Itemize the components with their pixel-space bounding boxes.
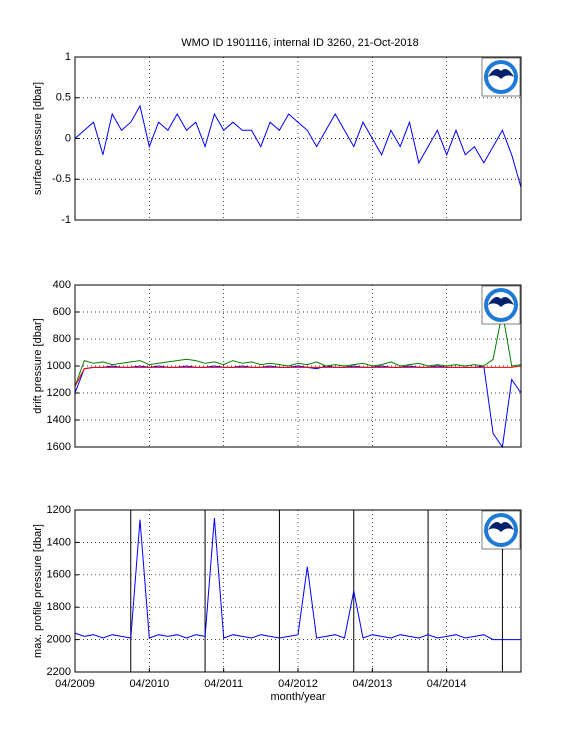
y-tick-label: -0.5: [52, 173, 71, 185]
y-tick-label: 1: [65, 51, 71, 63]
y-axis-label: drift pressure [dbar]: [32, 318, 44, 413]
y-tick-label: 1600: [47, 569, 71, 581]
y-tick-label: 2000: [47, 634, 71, 646]
chart-title: WMO ID 1901116, internal ID 3260, 21-Oct…: [181, 37, 418, 49]
logo-bird: [488, 297, 514, 307]
y-tick-label: 1200: [47, 504, 71, 516]
y-tick-label: -1: [61, 214, 71, 226]
y-axis-label: max. profile pressure [dbar]: [32, 524, 44, 658]
logo-bird: [488, 522, 514, 532]
x-tick-label: 04/2012: [278, 678, 318, 690]
y-tick-label: 1000: [47, 360, 71, 372]
noaa-logo: [481, 510, 521, 550]
series-line: [74, 104, 522, 188]
series-line: [74, 365, 522, 387]
x-tick-label: 04/2011: [204, 678, 243, 690]
y-tick-label: 2200: [47, 666, 71, 678]
y-tick-label: 800: [53, 333, 71, 345]
series-line: [74, 518, 521, 641]
y-tick-label: 0.5: [56, 92, 71, 104]
noaa-logo: [481, 57, 521, 97]
y-tick-label: 1600: [47, 441, 71, 453]
y-tick-label: 400: [53, 279, 71, 291]
axes-box: [74, 284, 522, 448]
logo-bird: [488, 69, 514, 79]
y-tick-label: 1200: [47, 387, 71, 399]
x-tick-label: 04/2009: [55, 678, 95, 690]
y-tick-label: 1400: [47, 414, 71, 426]
x-axis-label: month/year: [270, 691, 325, 703]
plot-area: [75, 57, 521, 220]
x-tick-label: 04/2010: [129, 678, 169, 690]
x-tick-label: 04/2014: [427, 678, 467, 690]
y-tick-label: 1400: [47, 536, 71, 548]
y-tick-label: 1800: [47, 601, 71, 613]
axes-box: [74, 56, 522, 221]
x-tick-label: 04/2013: [352, 678, 392, 690]
y-tick-label: 0: [65, 132, 71, 144]
y-tick-label: 600: [53, 306, 71, 318]
y-axis-label: surface pressure [dbar]: [32, 82, 44, 195]
noaa-logo: [481, 285, 521, 325]
series-line: [74, 311, 522, 387]
